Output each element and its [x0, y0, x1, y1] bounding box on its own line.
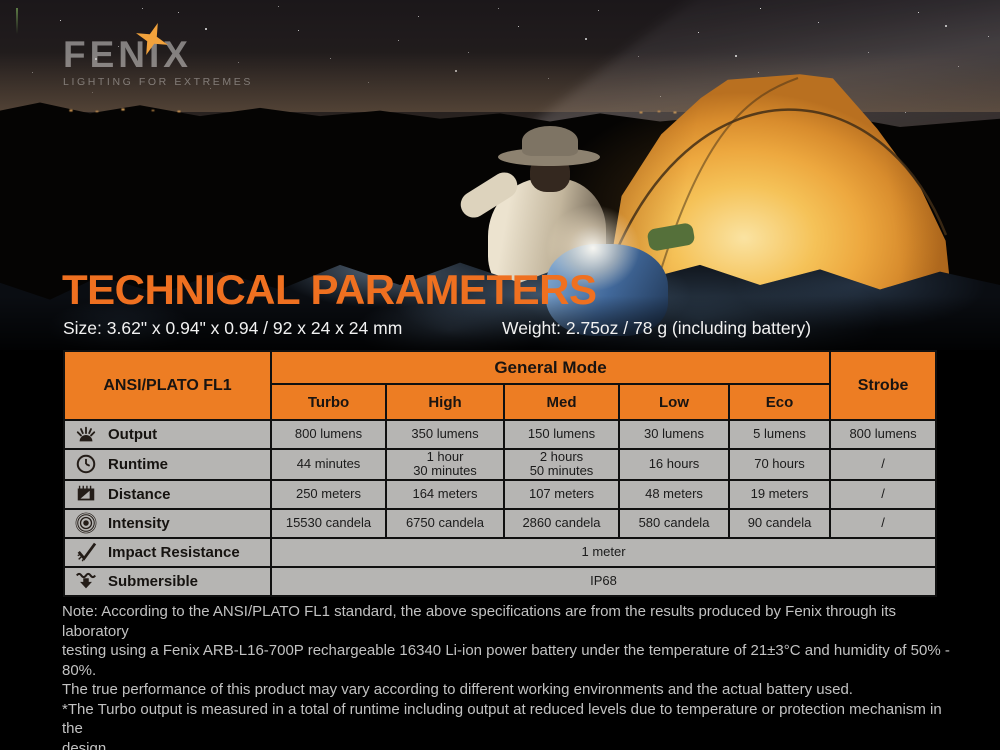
ansi-plato-header: ANSI/PLATO FL1: [63, 350, 272, 421]
distance-icon: [73, 483, 99, 505]
cell: 150 lumens: [503, 419, 620, 450]
general-mode-header: General Mode: [269, 350, 832, 385]
cell: 19 meters: [727, 478, 832, 510]
strobe-header: Strobe: [829, 350, 938, 421]
cell: 800 lumens: [270, 419, 387, 450]
camper-hat-crown: [522, 126, 578, 156]
mode-high: High: [385, 383, 505, 421]
cell: /: [829, 507, 938, 539]
brand-tagline: LIGHTING FOR EXTREMES: [63, 76, 253, 88]
table-row-output: Output 800 lumens 350 lumens 150 lumens …: [63, 419, 938, 450]
cell: 250 meters: [270, 478, 387, 510]
row-label: Runtime: [108, 455, 168, 473]
note-line: The true performance of this product may…: [62, 681, 853, 698]
intensity-icon: [73, 512, 99, 534]
cell: 30 lumens: [618, 419, 730, 450]
row-label: Distance: [108, 485, 171, 503]
size-spec: Size: 3.62" x 0.94" x 0.94 / 92 x 24 x 2…: [63, 318, 403, 338]
cell: 2860 candela: [503, 507, 620, 539]
weight-spec: Weight: 2.75oz / 78 g (including battery…: [502, 318, 812, 338]
cell: 580 candela: [618, 507, 730, 539]
meteor-streak: [16, 8, 18, 34]
mode-eco: Eco: [727, 383, 832, 421]
output-icon: [73, 424, 99, 446]
footnotes: Note: According to the ANSI/PLATO FL1 st…: [62, 602, 952, 750]
photo-bottom-fade: [0, 296, 1000, 350]
cell: 2 hours 50 minutes: [503, 448, 620, 481]
cell: 5 lumens: [727, 419, 832, 450]
table-row-intensity: Intensity 15530 candela 6750 candela 286…: [63, 507, 938, 539]
table-row-submersible: Submersible IP68: [63, 565, 938, 597]
cell: 90 candela: [727, 507, 832, 539]
cell: 70 hours: [727, 448, 832, 481]
row-label: Output: [108, 426, 158, 443]
cell: 1 meter: [269, 536, 938, 568]
cell: 107 meters: [503, 478, 620, 510]
cell: 15530 candela: [270, 507, 387, 539]
runtime-icon: [73, 453, 99, 475]
cell: 800 lumens: [829, 419, 938, 450]
cell: 6750 candela: [385, 507, 505, 539]
cell: /: [829, 478, 938, 510]
cell: 1 hour 30 minutes: [385, 448, 505, 481]
cell: /: [829, 448, 938, 481]
row-label: Impact Resistance: [108, 543, 240, 561]
mode-turbo: Turbo: [270, 383, 387, 421]
spec-table: ANSI/PLATO FL1 General Mode Strobe Turbo…: [63, 350, 938, 597]
mode-med: Med: [503, 383, 620, 421]
hero-photo: [0, 0, 1000, 350]
mode-low: Low: [618, 383, 730, 421]
page-title: TECHNICAL PARAMETERS: [62, 266, 597, 313]
submersible-icon: [73, 570, 99, 592]
table-row-impact: Impact Resistance 1 meter: [63, 536, 938, 568]
mode-header-row: Turbo High Med Low Eco: [64, 383, 936, 421]
cell: IP68: [269, 565, 938, 597]
table-row-runtime: Runtime 44 minutes 1 hour 30 minutes 2 h…: [63, 448, 938, 481]
note-line: testing using a Fenix ARB-L16-700P recha…: [62, 642, 950, 679]
flashlight-glow: [528, 188, 658, 308]
fenix-logo: FENIX LIGHTING FOR EXTREMES: [63, 23, 253, 88]
note-line: *The Turbo output is measured in a total…: [62, 700, 942, 738]
brand-name: FENIX: [63, 34, 192, 75]
cell: 164 meters: [385, 478, 505, 510]
cell: 44 minutes: [270, 448, 387, 481]
row-label: Submersible: [108, 572, 199, 590]
four-point-star-icon: [136, 23, 168, 55]
table-row-distance: Distance 250 meters 164 meters 107 meter…: [63, 478, 938, 510]
note-line: Note: According to the ANSI/PLATO FL1 st…: [62, 603, 897, 640]
row-label: Intensity: [108, 514, 170, 532]
cell: 16 hours: [618, 448, 730, 481]
impact-resistance-icon: [73, 541, 99, 563]
table-header-row: ANSI/PLATO FL1 General Mode Strobe: [63, 350, 938, 421]
cell: 350 lumens: [385, 419, 505, 450]
cell: 48 meters: [618, 478, 730, 510]
note-line: design.: [62, 739, 111, 750]
